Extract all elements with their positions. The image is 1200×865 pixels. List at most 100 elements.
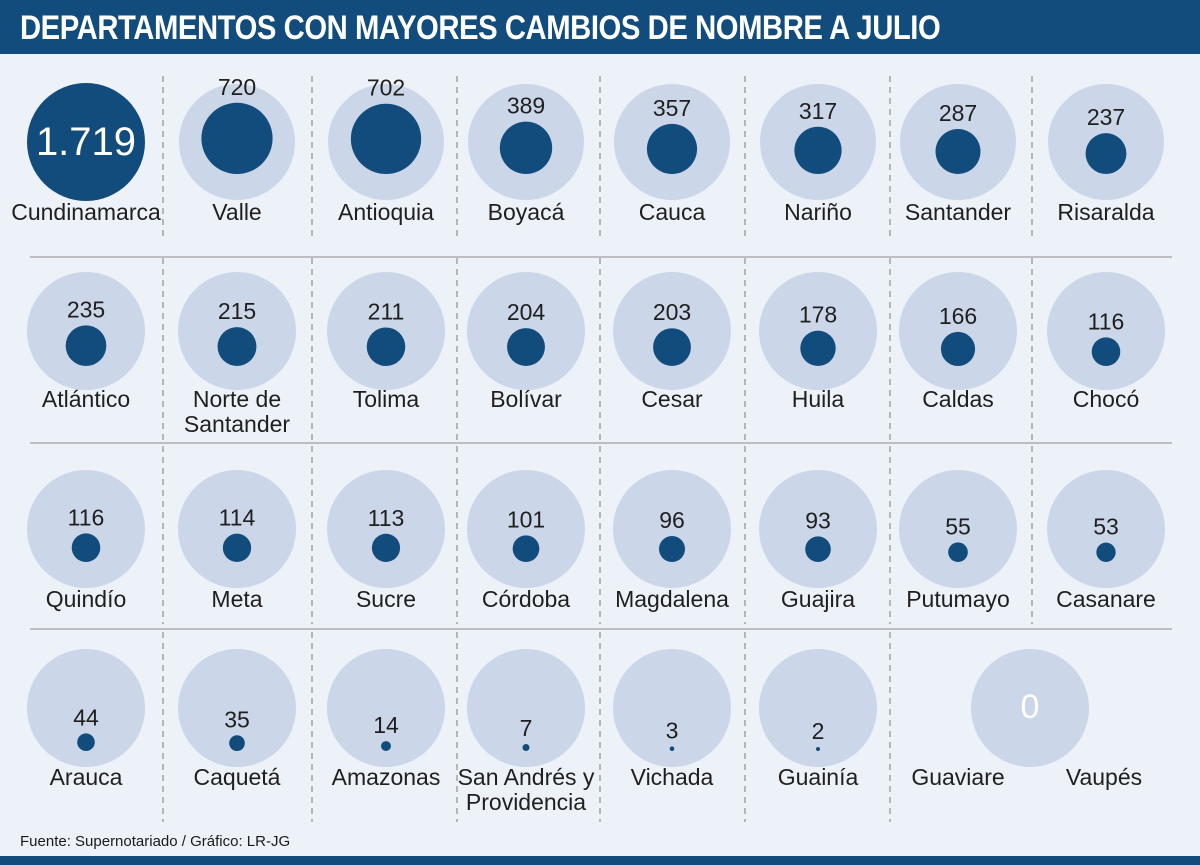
bubble-value-label: 114 [219,505,256,531]
bubble-bg [899,470,1017,588]
bubble-value-label: 7 [520,715,533,741]
category-label: Antioquia [338,199,434,225]
bubble-value-label: 389 [507,93,545,119]
bubble-value-label: 0 [1021,688,1040,726]
bubble-value [507,328,545,367]
category-label: Magdalena [615,586,729,612]
bubble-value-label: 720 [218,74,256,100]
category-label: Caquetá [194,764,281,790]
bubble-value [935,129,981,174]
bubble-value [1096,542,1116,562]
category-label: Caldas [922,386,994,412]
bubble-value-label: 35 [224,706,250,732]
category-label: Vichada [631,764,714,790]
bubble-bg [467,470,585,588]
bubble-value-label: 178 [799,302,837,328]
bubble-value [669,746,675,751]
bubble-value-label: 203 [653,299,691,325]
bubble-value-label: 357 [653,95,691,121]
category-label: Sucre [356,586,416,612]
bubble-value-label: 215 [218,298,256,324]
bubble-bg [759,649,877,767]
bubble-value-label: 101 [507,506,545,532]
category-label: Putumayo [906,586,1010,612]
category-label: Guainía [778,764,859,790]
bubble-value-label: 93 [805,507,831,533]
bubble-value-label: 14 [373,712,399,738]
category-label: Huila [792,386,845,412]
bubble-value-label: 702 [367,75,405,101]
bubble-bg [759,470,877,588]
bubble-bg [613,649,731,767]
bubble-value [646,123,698,174]
bubble-bg [27,649,145,767]
bubble-value-label: 44 [73,704,99,730]
category-label: Norte de Santander [184,386,290,437]
bubble-value [366,327,406,367]
category-label: Quindío [46,586,127,612]
category-label: Chocó [1073,386,1139,412]
bubble-value [350,103,422,174]
category-label: San Andrés y Providencia [458,764,595,815]
category-label: Valle [212,199,261,225]
category-label: Córdoba [482,586,570,612]
bubble-value-label: 211 [368,298,405,324]
bubble-value-label: 53 [1093,514,1119,540]
bubble-value [27,83,145,201]
category-label: Amazonas [332,764,441,790]
bubble-bg [327,649,445,767]
bubble-bg [327,470,445,588]
bubble-value-label: 204 [507,299,546,325]
bubble-value-label: 113 [368,505,405,531]
bubble-value [659,536,685,562]
category-label: Guajira [781,586,855,612]
bubble-value [794,126,842,174]
category-label: Tolima [353,386,420,412]
category-label: Casanare [1056,586,1156,612]
bubble-value [948,542,968,562]
category-label: Cundinamarca [11,199,161,225]
bubble-value-label: 2 [812,718,825,744]
bubble-bg [899,272,1017,390]
bubble-value [512,535,540,562]
category-label: Boyacá [488,199,565,225]
bubble-value-label: 3 [666,717,679,743]
bubble-value [805,536,831,562]
category-label: Atlántico [42,386,130,412]
category-label: Cesar [641,386,703,412]
bubble-value [499,121,553,174]
bubble-value-label: 166 [939,303,977,329]
bubble-value-label: 116 [68,504,105,530]
bubble-value [940,331,976,367]
bubble-value-label: 1.719 [36,120,136,164]
bubble-value-label: 287 [939,100,977,126]
bubble-chart: 1.719Cundinamarca720Valle702Antioquia389… [11,74,1172,822]
bubble-value-label: 237 [1087,104,1125,130]
bubble-value [201,102,273,174]
category-label: Nariño [784,199,852,225]
category-label: Bolívar [490,386,562,412]
bubble-value [65,325,107,366]
bubble-value [381,741,391,751]
category-label: Risaralda [1057,199,1154,225]
bottom-bar [0,856,1200,865]
bubble-value [1091,337,1121,366]
bubble-bg [178,470,296,588]
bubble-value-label: 116 [1088,308,1125,334]
bubble-bg [27,470,145,588]
bubble-value [653,328,691,366]
category-label: Vaupés [1066,764,1142,790]
category-label: Santander [905,199,1011,225]
bubble-value [1085,133,1127,174]
bubble-bg [1047,470,1165,588]
category-label: Guaviare [911,764,1004,790]
bubble-value [222,533,252,562]
bubble-value [71,533,101,562]
bubble-bg [467,649,585,767]
bubble-bg-zero [971,649,1089,767]
bubble-value [77,733,95,751]
bubble-value [800,330,836,366]
title-bar: DEPARTAMENTOS CON MAYORES CAMBIOS DE NOM… [0,0,1200,54]
bubble-value-label: 96 [659,507,685,533]
